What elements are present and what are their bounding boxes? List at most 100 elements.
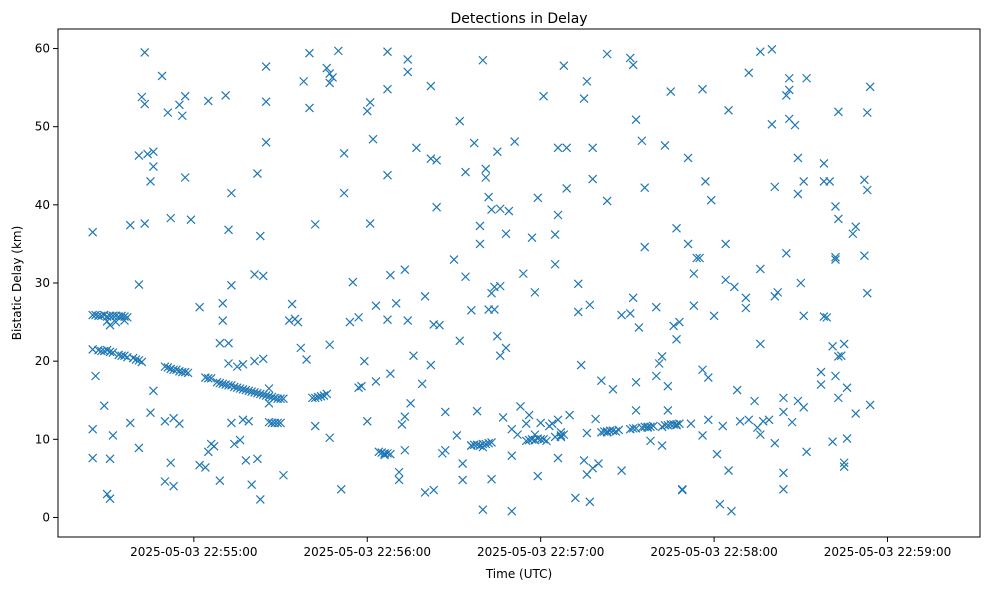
data-point — [781, 91, 791, 100]
data-point — [238, 384, 248, 394]
data-point — [322, 389, 332, 399]
data-point — [212, 377, 222, 387]
data-point — [105, 320, 115, 330]
data-point — [293, 317, 303, 327]
data-point — [475, 221, 485, 231]
data-point — [148, 147, 158, 157]
data-point — [432, 202, 442, 212]
data-point — [793, 153, 803, 163]
data-point — [385, 270, 395, 280]
data-point — [218, 298, 228, 308]
data-point — [859, 175, 869, 185]
data-point — [758, 416, 768, 426]
data-point — [490, 305, 499, 314]
data-point — [764, 415, 774, 425]
data-point — [120, 316, 129, 325]
data-point — [640, 242, 650, 252]
data-point — [125, 418, 135, 428]
data-point — [825, 176, 835, 186]
data-point — [487, 205, 496, 214]
data-point — [134, 443, 144, 453]
data-point — [507, 451, 517, 461]
data-point — [253, 454, 262, 464]
data-point — [195, 302, 205, 312]
data-point — [180, 173, 190, 182]
data-point — [267, 392, 277, 402]
data-point — [264, 391, 274, 401]
data-point — [617, 466, 627, 475]
data-point — [521, 419, 531, 429]
data-point — [602, 196, 612, 206]
data-point — [570, 493, 580, 503]
data-point — [550, 259, 560, 269]
data-point — [371, 301, 381, 311]
data-point — [862, 185, 872, 195]
data-point — [362, 416, 372, 426]
data-point — [614, 425, 624, 435]
data-point — [235, 384, 245, 393]
data-point — [562, 184, 572, 193]
data-point — [831, 371, 840, 381]
data-point — [703, 415, 713, 425]
data-point — [475, 239, 485, 249]
data-point — [383, 47, 392, 57]
data-point — [527, 233, 537, 243]
data-point — [339, 188, 349, 198]
data-point — [148, 386, 158, 396]
data-point — [660, 141, 670, 150]
data-point — [394, 467, 404, 477]
data-point — [822, 312, 832, 322]
data-point — [166, 213, 176, 223]
data-point — [501, 229, 511, 239]
data-point — [325, 69, 335, 78]
data-point — [816, 380, 826, 390]
data-point — [339, 148, 349, 158]
x-tick-label: 2025-05-03 22:59:00 — [824, 545, 951, 559]
data-point — [799, 176, 809, 186]
data-point — [770, 182, 780, 192]
data-point — [518, 269, 528, 279]
data-point — [779, 393, 788, 403]
data-point — [325, 433, 335, 443]
data-point — [831, 255, 840, 264]
data-point — [663, 381, 673, 391]
data-point — [258, 390, 268, 400]
data-point — [261, 62, 271, 71]
data-point — [553, 143, 563, 153]
data-point — [741, 303, 751, 313]
data-point — [215, 378, 225, 388]
data-point — [672, 420, 681, 430]
data-point — [784, 85, 794, 95]
data-point — [831, 201, 840, 211]
data-point — [669, 321, 679, 331]
data-point — [819, 159, 829, 168]
data-point — [426, 360, 436, 370]
data-point — [224, 380, 233, 390]
data-point — [420, 488, 430, 497]
data-point — [328, 73, 338, 82]
data-point — [325, 340, 335, 350]
data-point — [105, 494, 115, 504]
data-point — [799, 402, 809, 412]
data-point — [709, 311, 719, 321]
data-point — [698, 84, 707, 94]
y-tick-label: 60 — [35, 42, 50, 56]
data-point — [732, 385, 742, 395]
data-point — [851, 222, 861, 232]
data-point — [744, 68, 754, 78]
data-point — [284, 316, 294, 325]
data-point — [140, 219, 150, 229]
data-point — [521, 436, 531, 446]
data-point — [365, 98, 375, 107]
data-point — [455, 336, 465, 346]
data-point — [206, 373, 216, 383]
data-point — [582, 428, 592, 438]
data-point — [417, 379, 427, 389]
data-point — [862, 108, 872, 118]
data-point — [724, 105, 733, 115]
data-point — [91, 371, 100, 381]
data-point — [140, 99, 150, 109]
data-point — [542, 436, 551, 446]
data-point — [796, 278, 806, 288]
